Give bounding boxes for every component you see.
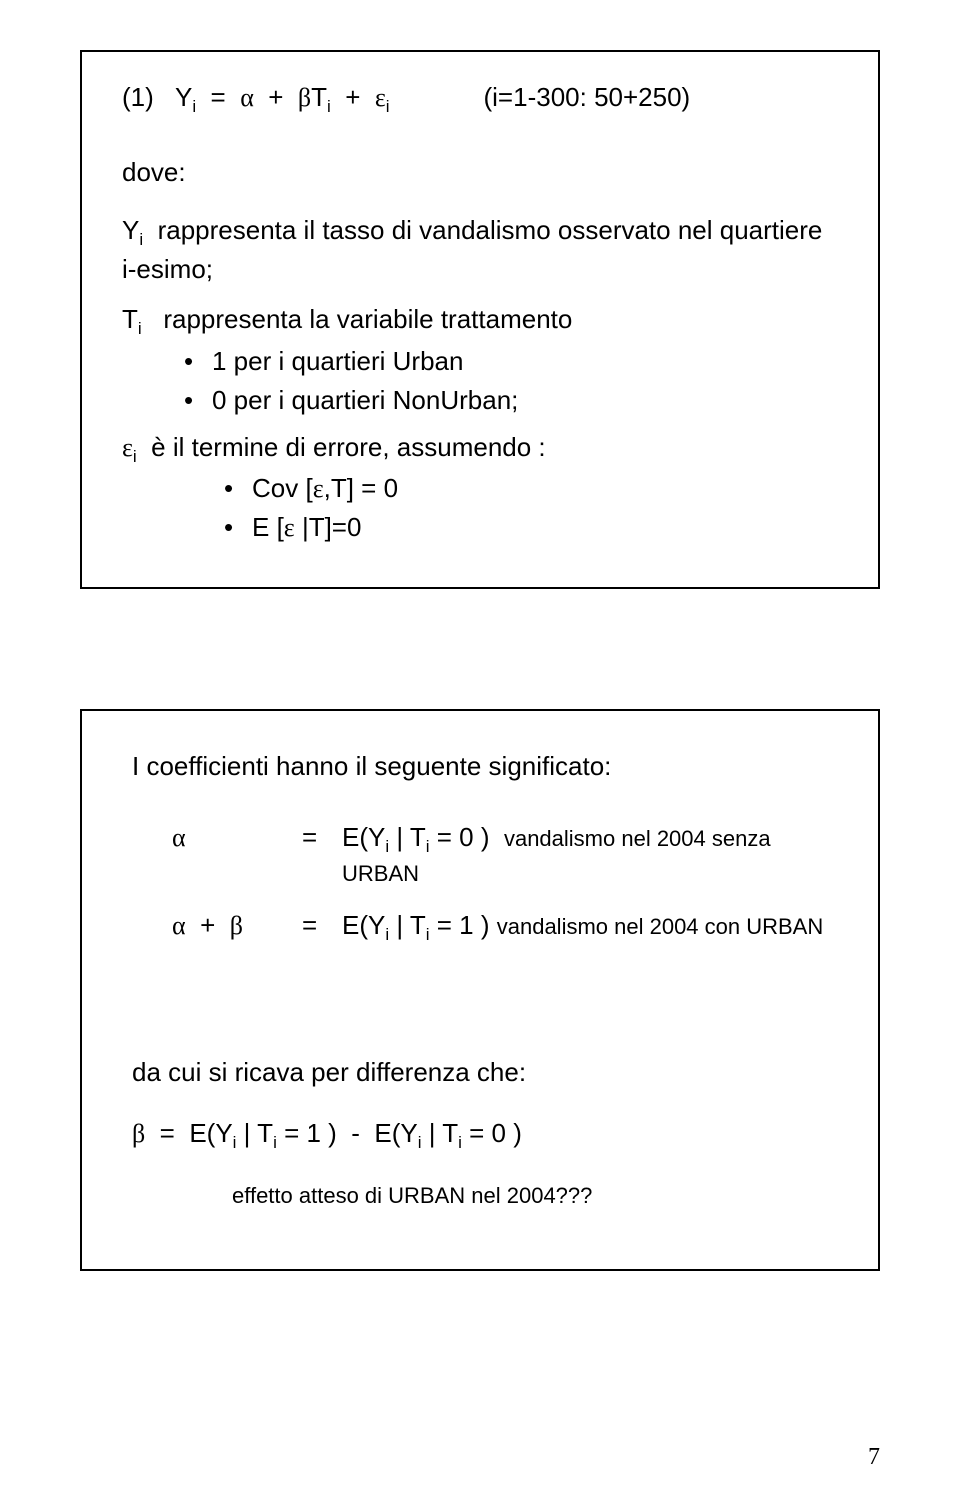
- coefficients-intro: I coefficienti hanno il seguente signifi…: [132, 751, 828, 782]
- alpha-beta-row: α + β = E(Yi | Ti = 1 ) vandalismo nel 2…: [132, 910, 828, 945]
- regression-equation: (1) Yi = α + βTi + εi (i=1-300: 50+250): [122, 82, 838, 117]
- alpha-beta-rhs: E(Yi | Ti = 1 ) vandalismo nel 2004 con …: [342, 910, 828, 945]
- alpha-row: α = E(Yi | Ti = 0 ) vandalismo nel 2004 …: [132, 822, 828, 888]
- t-bullets: 1 per i quartieri Urban 0 per i quartier…: [122, 342, 838, 420]
- page-number: 7: [868, 1444, 880, 1471]
- alpha-rhs: E(Yi | Ti = 0 ) vandalismo nel 2004 senz…: [342, 822, 828, 888]
- equation-index-note: (i=1-300: 50+250): [484, 82, 691, 112]
- where-label: dove:: [122, 157, 838, 188]
- model-definition-panel: (1) Yi = α + βTi + εi (i=1-300: 50+250) …: [80, 50, 880, 589]
- derivation-text: da cui si ricava per differenza che:: [132, 1057, 828, 1088]
- alpha-beta-lhs: α + β: [172, 910, 302, 941]
- eps-bullet-2: E [ε |T]=0: [252, 508, 838, 547]
- t-bullet-2: 0 per i quartieri NonUrban;: [212, 381, 838, 420]
- eps-bullet-1: Cov [ε,T] = 0: [252, 469, 838, 508]
- t-bullet-1: 1 per i quartieri Urban: [212, 342, 838, 381]
- equation-label: (1): [122, 82, 154, 112]
- coefficients-panel: I coefficienti hanno il seguente signifi…: [80, 709, 880, 1272]
- alpha-lhs: α: [172, 822, 302, 853]
- y-definition: Yi rappresenta il tasso di vandalismo os…: [122, 213, 838, 287]
- equals-sign: =: [302, 910, 342, 941]
- eps-bullets: Cov [ε,T] = 0 E [ε |T]=0: [122, 469, 838, 547]
- t-definition: Ti rappresenta la variabile trattamento: [122, 302, 838, 341]
- beta-equation: β = E(Yi | Ti = 1 ) - E(Yi | Ti = 0 ): [132, 1118, 828, 1153]
- eps-definition: εi è il termine di errore, assumendo :: [122, 430, 838, 469]
- equals-sign: =: [302, 822, 342, 853]
- equation-body: Yi = α + βTi + εi: [175, 82, 390, 112]
- effect-text: effetto atteso di URBAN nel 2004???: [132, 1183, 828, 1209]
